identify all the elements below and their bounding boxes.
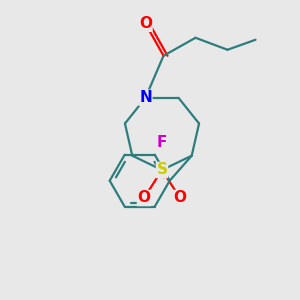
Text: O: O (137, 190, 151, 206)
Text: N: N (139, 90, 152, 105)
Text: O: O (139, 16, 152, 31)
Text: O: O (173, 190, 187, 206)
Text: S: S (157, 163, 167, 178)
Text: F: F (157, 135, 167, 150)
